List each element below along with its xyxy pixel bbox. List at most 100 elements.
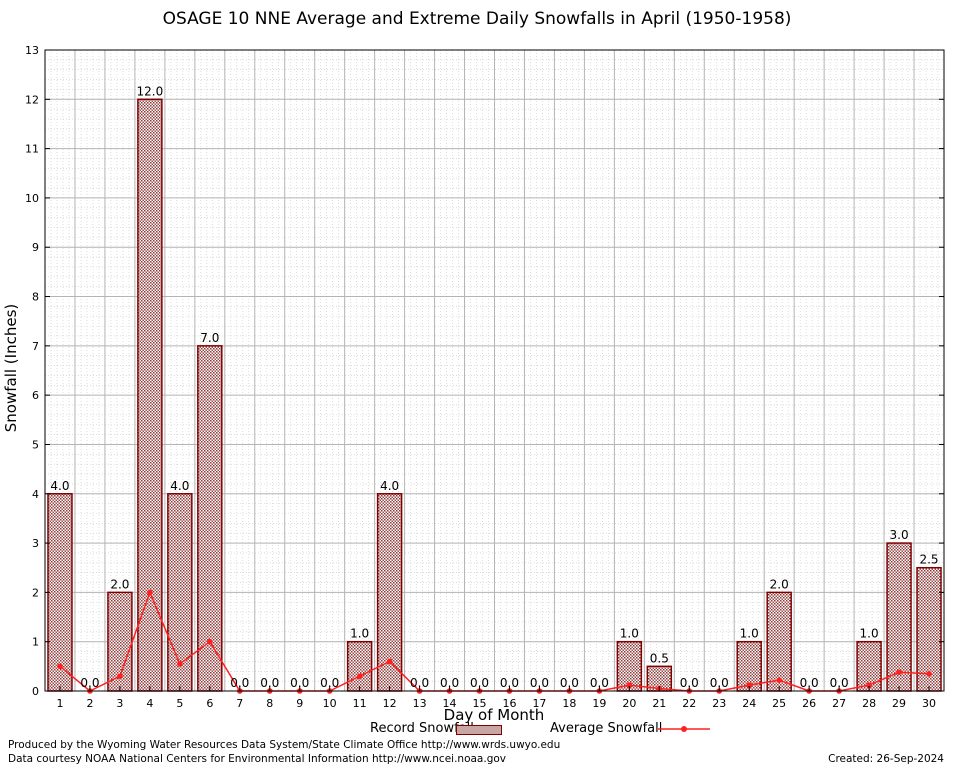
average-point-day-6 (207, 638, 213, 645)
bar-value-label: 3.0 (890, 528, 909, 542)
y-tick-label: 8 (32, 291, 39, 304)
bar-day-25 (766, 591, 792, 692)
bar-value-label: 0.0 (260, 676, 279, 690)
average-point-day-12 (386, 658, 393, 665)
bar-day-1 (47, 493, 73, 692)
y-tick-label: 10 (25, 192, 39, 205)
record-snowfall-bars (47, 98, 942, 692)
bar-value-label: 12.0 (137, 84, 164, 98)
legend-record-swatch (456, 725, 502, 735)
x-tick-label: 1 (56, 697, 63, 710)
average-point-day-3 (117, 673, 123, 680)
grid (44, 49, 945, 692)
x-tick-label: 25 (772, 697, 786, 710)
bar-value-label: 7.0 (200, 331, 219, 345)
y-tick-label: 11 (25, 143, 39, 156)
x-tick-label: 2 (86, 697, 93, 710)
y-tick-label: 3 (32, 537, 39, 550)
bar-value-label: 1.0 (740, 627, 759, 641)
x-axis-label: Day of Month (443, 706, 545, 724)
y-tick-label: 1 (32, 636, 39, 649)
bar-value-label: 1.0 (350, 627, 369, 641)
bar-value-label: 0.0 (560, 676, 579, 690)
bar-value-label: 1.0 (860, 627, 879, 641)
bar-value-label: 4.0 (380, 479, 399, 493)
bar-value-label: 1.0 (620, 627, 639, 641)
x-tick-label: 20 (622, 697, 636, 710)
bar-value-label: 2.5 (919, 553, 938, 567)
y-tick-label: 7 (32, 340, 39, 353)
average-point-day-24 (746, 682, 753, 688)
x-tick-label: 19 (592, 697, 606, 710)
bar-value-label: 0.0 (500, 676, 519, 690)
bar-value-label: 4.0 (50, 479, 69, 493)
credit-line-1: Produced by the Wyoming Water Resources … (8, 739, 561, 751)
x-tick-label: 12 (383, 697, 397, 710)
x-tick-label: 13 (413, 697, 427, 710)
y-axis-label: Snowfall (Inches) (2, 303, 20, 433)
x-tick-label: 6 (206, 697, 213, 710)
x-tick-label: 3 (116, 697, 123, 710)
average-point-day-29 (896, 669, 902, 676)
average-point-day-20 (626, 682, 633, 688)
x-tick-label: 9 (296, 697, 303, 710)
x-tick-label: 29 (892, 697, 906, 710)
credit-line-2: Data courtesy NOAA National Centers for … (8, 753, 507, 765)
bar-value-label: 0.0 (680, 676, 699, 690)
average-point-day-28 (866, 682, 872, 688)
bar-day-29 (886, 542, 912, 692)
y-tick-label: 2 (32, 586, 39, 599)
x-tick-label: 24 (742, 697, 756, 710)
legend-record-label: Record Snowfall (370, 721, 474, 736)
bar-value-label: 2.0 (770, 577, 789, 591)
bar-value-label: 0.0 (230, 676, 249, 690)
x-tick-label: 17 (532, 697, 546, 710)
x-tick-label: 10 (323, 697, 337, 710)
legend-average-label: Average Snowfall (550, 721, 663, 736)
x-tick-label: 23 (712, 697, 726, 710)
bar-value-label: 0.0 (290, 676, 309, 690)
bar-value-label: 0.0 (470, 676, 489, 690)
average-point-day-11 (356, 673, 363, 680)
y-tick-label: 13 (25, 44, 39, 57)
average-point-day-25 (776, 677, 782, 683)
average-point-day-30 (926, 670, 932, 677)
x-tick-label: 27 (832, 697, 846, 710)
bar-value-label: 0.5 (650, 651, 669, 665)
y-tick-label: 9 (32, 241, 39, 254)
bar-value-label: 0.0 (590, 676, 609, 690)
x-tick-label: 16 (502, 697, 516, 710)
legend-average-swatch (658, 726, 710, 732)
x-tick-label: 21 (652, 697, 666, 710)
y-tick-label: 4 (32, 488, 39, 501)
bar-value-label: 2.0 (110, 577, 129, 591)
y-tick-label: 5 (32, 438, 39, 451)
x-tick-label: 5 (176, 697, 183, 710)
x-tick-label: 15 (473, 697, 487, 710)
bar-value-label: 0.0 (440, 676, 459, 690)
bar-value-label: 0.0 (320, 676, 339, 690)
average-point-day-5 (177, 661, 183, 667)
bar-value-label: 0.0 (800, 676, 819, 690)
bar-value-label: 0.0 (830, 676, 849, 690)
average-point-day-1 (57, 663, 63, 670)
bar-day-11 (346, 640, 373, 692)
x-tick-label: 14 (443, 697, 457, 710)
bar-day-4 (137, 98, 163, 692)
y-tick-label: 0 (32, 685, 39, 698)
average-point-day-4 (147, 589, 153, 596)
x-tick-label: 18 (562, 697, 576, 710)
x-tick-label: 4 (146, 697, 153, 710)
bar-value-label: 0.0 (80, 676, 99, 690)
x-tick-label: 28 (862, 697, 876, 710)
chart-title: OSAGE 10 NNE Average and Extreme Daily S… (162, 9, 792, 29)
y-tick-label: 6 (32, 389, 39, 402)
bar-value-label: 4.0 (170, 479, 189, 493)
created-date: Created: 26-Sep-2024 (828, 753, 944, 765)
bar-value-label: 0.0 (410, 676, 429, 690)
plot-frame (44, 49, 945, 692)
bar-value-label: 0.0 (530, 676, 549, 690)
x-tick-label: 11 (353, 697, 367, 710)
